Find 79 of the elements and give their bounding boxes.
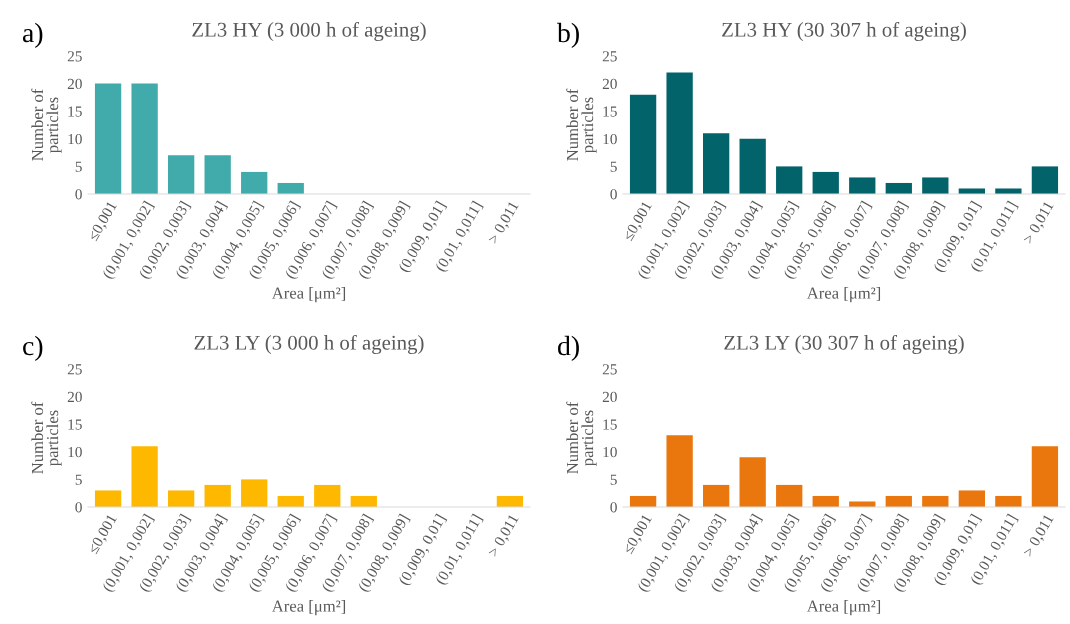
y-axis-title: Number of particles: [31, 88, 62, 161]
y-tick-label: 10: [68, 446, 82, 458]
bar: [629, 94, 657, 194]
bar: [94, 490, 122, 507]
bar: [131, 83, 158, 194]
bar: [1031, 446, 1059, 507]
bar: [168, 490, 195, 507]
bar: [922, 177, 949, 194]
bar: [995, 188, 1022, 194]
bar: [849, 177, 876, 194]
y-tick-label: 0: [75, 502, 82, 513]
bar: [277, 182, 304, 194]
bar: [241, 479, 268, 507]
y-tick-label: 15: [603, 419, 617, 430]
bar: [885, 182, 912, 194]
x-axis-title: Area [μm²]: [806, 287, 881, 303]
y-tick-label: 15: [603, 106, 617, 117]
bar: [94, 83, 122, 194]
y-tick-label: 25: [67, 364, 82, 375]
y-tick-label: 20: [67, 391, 82, 403]
bar: [314, 484, 341, 507]
bar: [812, 171, 839, 194]
bar: [958, 490, 985, 507]
bar: [629, 495, 657, 507]
y-axis-title: Number of particles: [566, 401, 597, 474]
text: d): [558, 335, 579, 361]
bar: [776, 484, 803, 507]
chart-title: ZL3 HY (30 307 h of ageing): [722, 21, 966, 42]
x-axis-title: Area [μm²]: [271, 287, 346, 303]
bar: [666, 435, 693, 507]
text: c): [23, 335, 43, 361]
y-tick-label: 0: [75, 189, 82, 200]
bar: [739, 138, 766, 194]
bar: [350, 495, 377, 507]
bar: [995, 495, 1022, 507]
bar: [131, 446, 158, 507]
y-tick-label: 0: [610, 502, 617, 513]
bar: [241, 171, 268, 194]
text: b): [557, 22, 579, 48]
chart-title: ZL3 LY (30 307 h of ageing): [724, 334, 964, 355]
y-tick-label: 5: [610, 161, 617, 172]
y-tick-label: 25: [602, 51, 617, 62]
bar: [204, 484, 231, 507]
y-tick-label: 5: [610, 474, 617, 485]
y-tick-label: 20: [67, 78, 82, 90]
bar: [776, 166, 803, 194]
y-tick-label: 0: [610, 189, 617, 200]
bar: [666, 72, 693, 194]
text: a): [22, 22, 43, 48]
y-tick-label: 25: [67, 51, 82, 62]
y-tick-label: 20: [602, 78, 617, 90]
bar: [703, 133, 730, 194]
y-tick-label: 5: [75, 161, 82, 172]
y-tick-label: 10: [603, 446, 617, 458]
y-tick-label: 15: [68, 106, 82, 117]
bar: [922, 495, 949, 507]
bar: [958, 188, 985, 194]
y-tick-label: 5: [75, 474, 82, 485]
chart-title: ZL3 LY (3 000 h of ageing): [194, 334, 424, 355]
y-tick-label: 15: [68, 419, 82, 430]
bar: [703, 484, 730, 507]
bar: [812, 495, 839, 507]
x-axis-title: Area [μm²]: [271, 600, 346, 616]
bar: [204, 155, 231, 194]
y-tick-label: 25: [602, 364, 617, 375]
bar: [849, 501, 876, 507]
bar: [885, 495, 912, 507]
bar: [1031, 166, 1059, 194]
y-tick-label: 10: [68, 133, 82, 145]
x-axis-title: Area [μm²]: [806, 600, 881, 616]
bar: [168, 155, 195, 194]
y-axis-title: Number of particles: [31, 401, 62, 474]
bar: [739, 457, 766, 507]
y-tick-label: 10: [603, 133, 617, 145]
bar: [277, 495, 304, 507]
chart-title: ZL3 HY (3 000 h of ageing): [192, 21, 426, 42]
bar: [496, 495, 524, 507]
y-axis-title: Number of particles: [566, 88, 597, 161]
y-tick-label: 20: [602, 391, 617, 403]
